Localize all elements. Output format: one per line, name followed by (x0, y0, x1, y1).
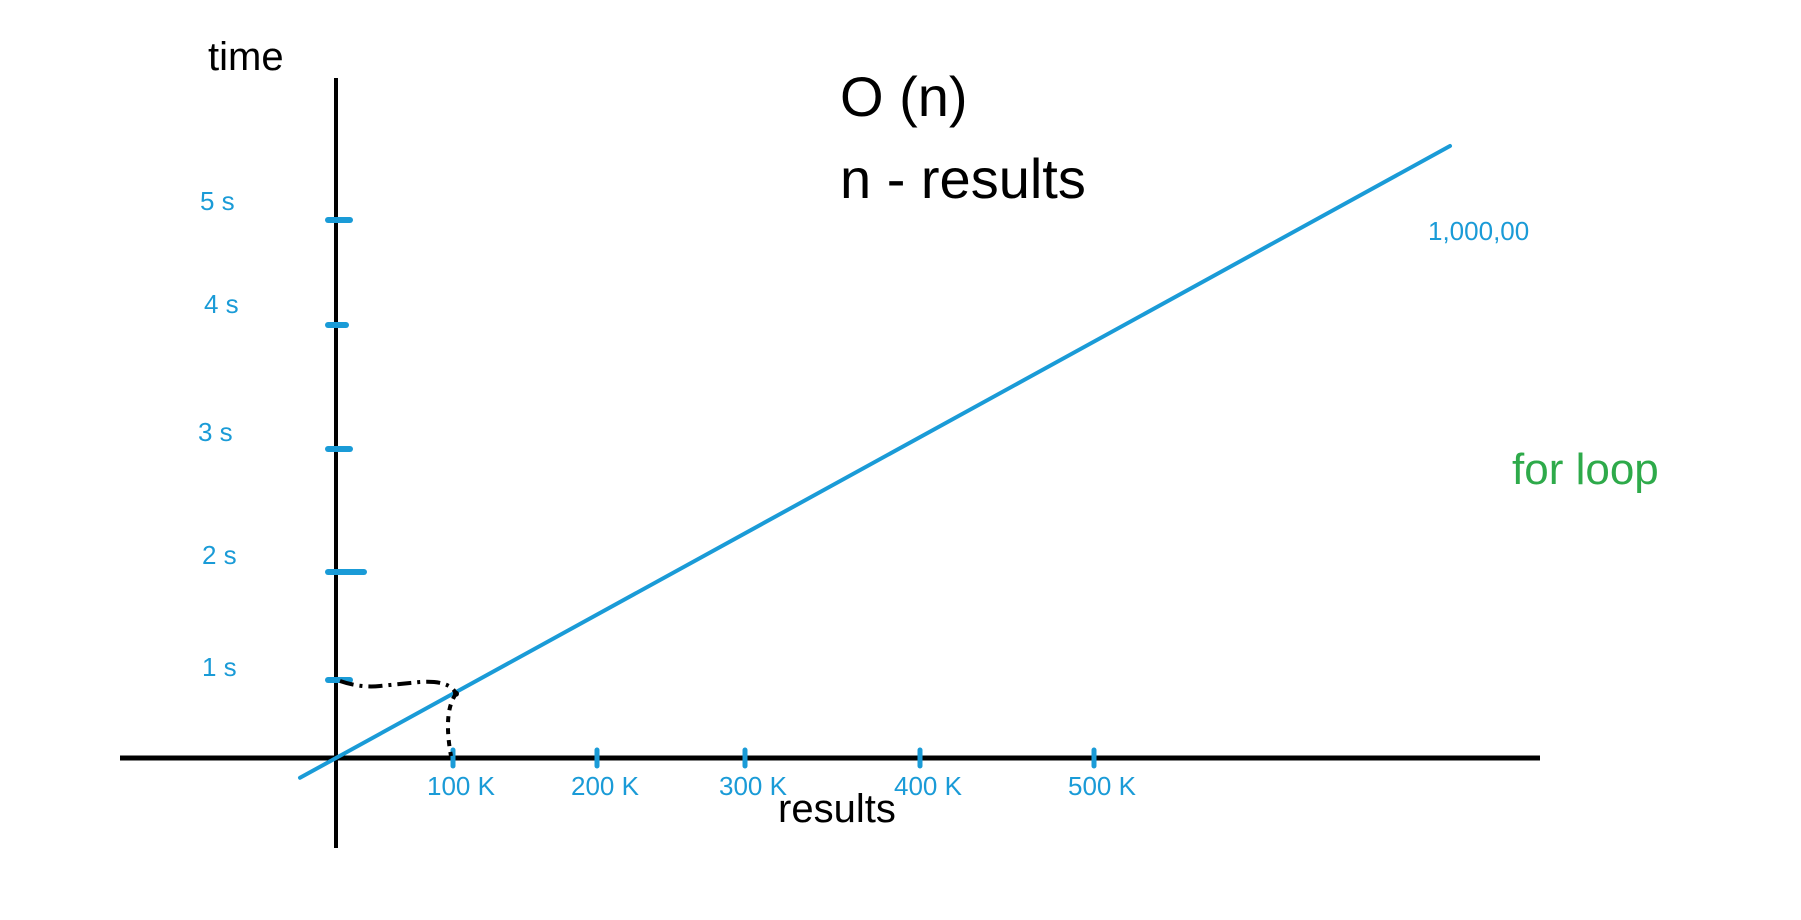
y-tick-label-5: 5 s (200, 186, 235, 216)
reference-vertical-guide (446, 692, 458, 757)
ticks-layer: 100 K 200 K 300 K 400 K 500 K 1 s 2 s 3 s 4 s 5 s (198, 186, 1137, 801)
line-end-label: 1,000,00 (1428, 216, 1529, 246)
x-axis-label: results (778, 787, 896, 831)
y-tick-label-3: 3 s (198, 417, 233, 447)
y-axis-label: time (208, 35, 284, 79)
series-layer (298, 144, 1452, 780)
chart-subtitle: n - results (840, 147, 1086, 210)
reference-horizontal-guide (339, 679, 458, 695)
reference-point (453, 690, 459, 697)
y-tick-label-1: 1 s (202, 652, 237, 682)
chart-title: O (n) (840, 65, 968, 128)
x-tick-label-5: 500 K (1068, 771, 1137, 801)
y-tick-label-4: 4 s (204, 289, 239, 319)
y-tick-label-2: 2 s (202, 540, 237, 570)
x-tick-label-2: 200 K (571, 771, 640, 801)
series-line (298, 144, 1452, 780)
x-tick-label-3: 300 K (719, 771, 788, 801)
for-loop-note: for loop (1512, 445, 1659, 494)
x-tick-label-4: 400 K (894, 771, 963, 801)
x-tick-label-1: 100 K (427, 771, 496, 801)
